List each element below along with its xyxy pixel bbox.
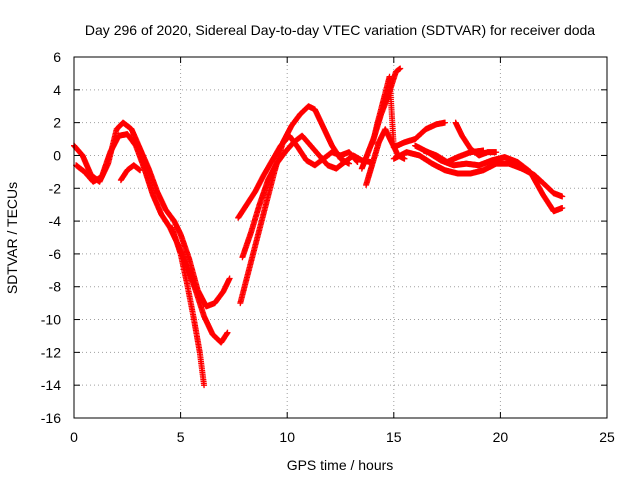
x-axis-label: GPS time / hours: [287, 457, 394, 473]
data-point: [559, 193, 566, 200]
y-tick-label: 6: [53, 49, 61, 65]
data-point: [354, 159, 361, 166]
series-track-10: [369, 73, 448, 151]
chart-title: Day 296 of 2020, Sidereal Day-to-day VTE…: [85, 22, 595, 38]
y-tick-label: 4: [53, 82, 61, 98]
data-point: [559, 204, 566, 211]
y-tick-label: -6: [49, 246, 62, 262]
x-tick-label: 5: [177, 429, 185, 445]
y-tick-label: 2: [53, 115, 61, 131]
y-axis-label: SDTVAR / TECUs: [4, 182, 20, 294]
x-tick-label: 0: [70, 429, 78, 445]
data-point: [224, 329, 231, 336]
y-tick-label: -10: [41, 312, 61, 328]
y-tick-label: -2: [49, 180, 62, 196]
data-marks: [71, 65, 566, 389]
series-track-2: [73, 131, 231, 346]
series-track-14: [420, 147, 487, 166]
x-tick-label: 20: [493, 429, 509, 445]
y-tick-label: -8: [49, 279, 62, 295]
series-track-7: [235, 132, 361, 221]
gridlines: [74, 57, 607, 418]
y-tick-label: -12: [41, 344, 61, 360]
plot-frame: [73, 56, 608, 419]
y-tick-label: -16: [41, 410, 61, 426]
series-track-9: [363, 126, 408, 188]
series-track-3: [169, 224, 208, 389]
data-point: [201, 382, 208, 389]
y-tick-label: -4: [49, 213, 62, 229]
x-tick-label: 10: [279, 429, 295, 445]
data-point: [397, 65, 404, 72]
data-point: [226, 275, 233, 282]
data-point: [137, 167, 144, 174]
data-point: [493, 149, 500, 156]
y-tick-label: 0: [53, 147, 61, 163]
data-point: [441, 119, 448, 126]
data-point: [401, 155, 408, 162]
series-track-4: [117, 162, 144, 184]
axis-ticks: 0 5 10 15 20 25 -16 -14 -12 -10 -8 -6 -4 -2 0 2 4 6: [41, 49, 615, 445]
x-tick-label: 15: [386, 429, 402, 445]
y-tick-label: -14: [41, 377, 61, 393]
data-point: [480, 147, 487, 154]
x-tick-label: 25: [599, 429, 615, 445]
